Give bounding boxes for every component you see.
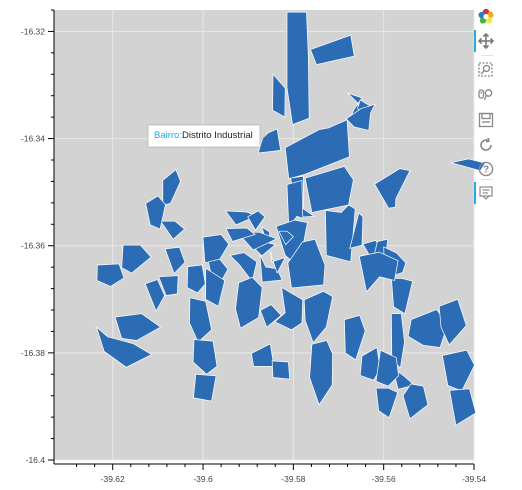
- neighborhood-polygon[interactable]: [358, 251, 399, 293]
- neighborhood-polygon[interactable]: [303, 290, 333, 344]
- x-tick-label: -39.56: [372, 474, 396, 484]
- neighborhood-polygon[interactable]: [449, 388, 477, 426]
- toolbar-separator: [481, 55, 493, 56]
- neighborhood-polygon[interactable]: [164, 246, 186, 275]
- help-tool-icon[interactable]: ?: [474, 158, 498, 180]
- hover-tooltip: Bairro:Distrito Industrial: [148, 125, 260, 147]
- x-tick-label: -39.6: [193, 474, 213, 484]
- svg-text:?: ?: [483, 165, 489, 176]
- neighborhood-polygon[interactable]: [235, 276, 263, 329]
- y-tick-label: -16.32: [21, 26, 45, 36]
- neighborhood-polygon[interactable]: [229, 252, 258, 283]
- save-tool-icon[interactable]: [474, 109, 498, 131]
- wheel-zoom-tool-icon[interactable]: [474, 84, 498, 106]
- neighborhood-polygon[interactable]: [325, 204, 356, 263]
- neighborhood-polygon[interactable]: [114, 313, 162, 341]
- neighborhood-polygon[interactable]: [274, 286, 304, 331]
- neighborhood-polygon[interactable]: [259, 304, 282, 328]
- neighborhood-polygon[interactable]: [375, 349, 399, 387]
- neighborhood-polygon[interactable]: [247, 210, 266, 231]
- neighborhood-polygon[interactable]: [202, 234, 230, 266]
- y-tick-label: -16.36: [21, 241, 45, 251]
- neighborhood-polygon[interactable]: [349, 212, 364, 249]
- neighborhood-polygon[interactable]: [189, 297, 212, 343]
- neighborhood-polygon[interactable]: [272, 73, 286, 118]
- neighborhood-polygon[interactable]: [345, 103, 376, 131]
- neighborhood-polygon[interactable]: [391, 313, 405, 369]
- tooltip-value: Distrito Industrial: [181, 130, 253, 141]
- neighborhood-polygon[interactable]: [310, 34, 355, 66]
- x-axis-ticks: -39.62 -39.6 -39.58 -39.56 -39.54: [76, 464, 486, 484]
- neighborhood-polygon[interactable]: [145, 195, 166, 230]
- x-tick-label: -39.54: [462, 474, 486, 484]
- bokeh-logo[interactable]: [474, 6, 498, 28]
- tooltip-arrow: [261, 130, 267, 140]
- neighborhood-polygon[interactable]: [344, 314, 366, 361]
- neighborhood-polygon[interactable]: [304, 165, 354, 213]
- y-tick-label: -16.34: [21, 134, 45, 144]
- x-tick-label: -39.62: [101, 474, 125, 484]
- tooltip-key: Bairro:: [154, 130, 182, 141]
- y-tick-label: -16.38: [21, 348, 45, 358]
- neighborhood-polygons[interactable]: [95, 11, 486, 426]
- neighborhood-polygon[interactable]: [402, 383, 429, 420]
- neighborhood-polygon[interactable]: [158, 275, 179, 296]
- neighborhood-polygon[interactable]: [193, 373, 217, 402]
- neighborhood-polygon[interactable]: [259, 254, 283, 283]
- neighborhood-polygon[interactable]: [278, 230, 294, 246]
- neighborhood-polygon[interactable]: [375, 387, 399, 419]
- y-axis-ticks: -16.32 -16.34 -16.36 -16.38 -16.4: [21, 9, 54, 465]
- neighborhood-polygon[interactable]: [186, 264, 206, 294]
- neighborhood-polygon[interactable]: [438, 298, 467, 346]
- neighborhood-polygon[interactable]: [144, 279, 165, 312]
- neighborhood-polygon[interactable]: [225, 227, 256, 242]
- neighborhood-polygon[interactable]: [286, 11, 310, 126]
- pan-tool-icon[interactable]: [474, 30, 498, 52]
- neighborhood-polygon[interactable]: [95, 326, 153, 368]
- neighborhood-polygon[interactable]: [309, 340, 333, 406]
- neighborhood-polygon[interactable]: [271, 360, 291, 380]
- reset-tool-icon[interactable]: [474, 134, 498, 156]
- neighborhood-polygon[interactable]: [205, 267, 226, 307]
- plot-toolbar: ?: [474, 6, 498, 206]
- neighborhood-polygon[interactable]: [287, 238, 326, 289]
- neighborhood-polygon[interactable]: [286, 179, 304, 228]
- neighborhood-polygon[interactable]: [374, 168, 411, 209]
- neighborhood-polygon[interactable]: [441, 349, 475, 392]
- neighborhood-polygon[interactable]: [159, 220, 186, 240]
- y-tick-label: -16.4: [26, 455, 46, 465]
- neighborhood-polygon[interactable]: [96, 263, 125, 287]
- neighborhood-polygon[interactable]: [391, 278, 414, 315]
- toolbar-separator: [481, 179, 493, 180]
- neighborhood-polygon[interactable]: [121, 244, 152, 274]
- neighborhood-polygon[interactable]: [450, 158, 486, 172]
- x-tick-label: -39.58: [281, 474, 305, 484]
- neighborhood-polygon[interactable]: [407, 309, 449, 348]
- neighborhood-polygon[interactable]: [192, 339, 218, 375]
- box-zoom-tool-icon[interactable]: [474, 59, 498, 81]
- hover-tool-icon[interactable]: [474, 182, 498, 204]
